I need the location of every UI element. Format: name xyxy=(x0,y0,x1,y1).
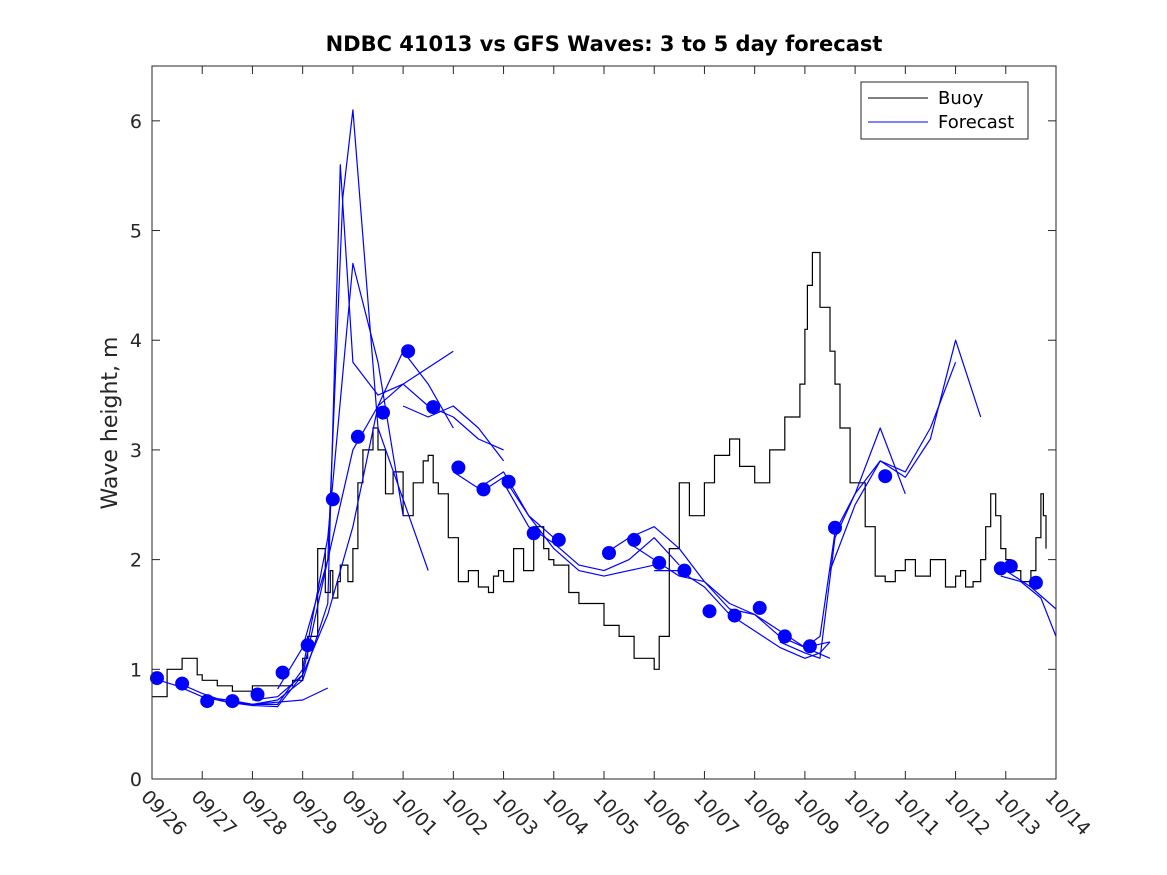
legend-label-forecast: Forecast xyxy=(938,112,1014,133)
y-axis-label: Wave height, m xyxy=(98,337,123,510)
forecast-point xyxy=(526,526,541,541)
forecast-point xyxy=(777,629,792,644)
forecast-line-4 xyxy=(252,350,454,701)
y-tick-label: 6 xyxy=(130,111,142,133)
forecast-point xyxy=(627,532,642,547)
forecast-point xyxy=(476,482,491,497)
forecast-point xyxy=(752,600,767,615)
forecast-point xyxy=(802,639,817,654)
chart-title: NDBC 41013 vs GFS Waves: 3 to 5 day fore… xyxy=(326,32,883,56)
forecast-line-14 xyxy=(804,361,957,648)
y-tick-label: 0 xyxy=(130,769,142,791)
forecast-point xyxy=(551,532,566,547)
forecast-point xyxy=(300,638,315,653)
axes-box xyxy=(151,65,1057,780)
forecast-point xyxy=(727,608,742,623)
forecast-line-13 xyxy=(779,427,906,659)
forecast-point xyxy=(175,676,190,691)
forecast-point xyxy=(702,604,717,619)
buoy-series-line xyxy=(152,251,1047,698)
forecast-point xyxy=(376,405,390,420)
forecast-point xyxy=(451,460,466,475)
forecast-line-10 xyxy=(603,526,831,659)
legend-label-buoy: Buoy xyxy=(938,88,984,109)
forecast-line-6 xyxy=(402,405,505,462)
legend-box xyxy=(860,81,1029,140)
forecast-point xyxy=(225,694,240,709)
forecast-point xyxy=(501,474,516,489)
forecast-line-15 xyxy=(829,339,982,571)
forecast-point xyxy=(275,665,290,680)
forecast-point xyxy=(1028,575,1043,590)
y-tick-label: 3 xyxy=(130,440,142,462)
forecast-point xyxy=(350,429,365,444)
forecast-point xyxy=(325,492,340,507)
y-tick-label: 1 xyxy=(130,659,142,681)
y-tick-label: 2 xyxy=(130,550,142,572)
forecast-point xyxy=(878,469,893,484)
forecast-point xyxy=(677,563,692,578)
legend: Buoy Forecast xyxy=(860,81,1029,140)
y-tick-label: 4 xyxy=(130,330,142,352)
forecast-point xyxy=(250,687,265,702)
series-layer xyxy=(150,109,1057,709)
forecast-line-2 xyxy=(202,109,429,708)
forecast-point xyxy=(828,520,842,535)
forecast-point xyxy=(1003,559,1018,574)
y-axis-ticks: 0 1 2 3 4 5 6 xyxy=(130,111,1056,791)
forecast-point xyxy=(652,555,667,570)
forecast-point xyxy=(401,344,416,359)
forecast-line-1 xyxy=(176,262,404,706)
forecast-line-17 xyxy=(1000,575,1057,637)
forecast-line-5 xyxy=(277,383,504,690)
y-tick-label: 5 xyxy=(130,221,142,243)
forecast-point xyxy=(426,400,441,415)
forecast-point xyxy=(150,671,164,686)
forecast-point xyxy=(200,694,215,709)
forecast-point xyxy=(602,546,616,560)
forecast-line-7 xyxy=(452,471,555,539)
forecast-line-3 xyxy=(227,164,454,706)
